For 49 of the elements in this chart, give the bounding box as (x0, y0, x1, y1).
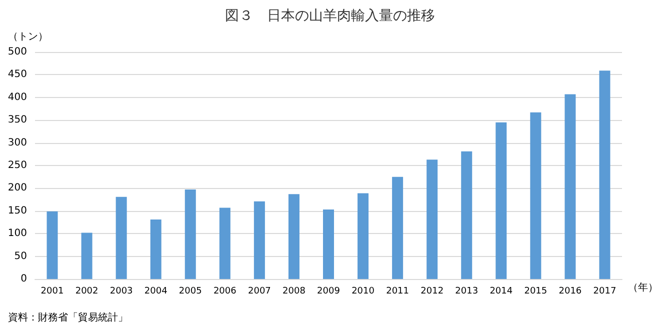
x-tick-label: 2012 (420, 286, 444, 296)
bar (46, 211, 58, 279)
bar (461, 151, 472, 279)
x-tick-label: 2004 (144, 286, 168, 296)
x-tick-label: 2006 (213, 286, 237, 296)
bar (116, 196, 127, 279)
x-tick-label: 2016 (558, 286, 582, 296)
bar (150, 220, 162, 279)
y-tick-label: 350 (8, 114, 27, 126)
y-tick-label: 50 (14, 250, 27, 262)
x-tick-label: 2017 (593, 286, 616, 296)
x-tick-label: 2010 (352, 286, 375, 296)
x-tick-label: 2013 (455, 286, 478, 296)
bar (564, 94, 576, 279)
y-tick-label: 0 (20, 274, 27, 284)
x-tick-label: 2002 (75, 286, 98, 296)
x-tick-label: 2007 (248, 286, 271, 296)
y-axis-title: （トン） (8, 32, 48, 42)
y-tick-label: 100 (8, 228, 27, 240)
y-tick-label: 400 (8, 92, 27, 103)
y-tick-label: 250 (8, 160, 27, 171)
bar (184, 190, 196, 279)
bar (599, 70, 610, 279)
x-tick-label: 2015 (524, 286, 548, 296)
y-tick-label: 500 (8, 46, 27, 58)
bar (81, 232, 92, 279)
x-tick-label: 2009 (317, 286, 340, 296)
bar (288, 194, 300, 279)
text: 資料：財務省「貿易統計」 (8, 312, 128, 324)
x-tick-label: 2014 (490, 286, 513, 296)
bar (323, 210, 334, 279)
bar (426, 160, 438, 279)
chart-title: 図３ 日本の山羊肉輸入量の推移 (225, 8, 435, 24)
y-tick-label: 200 (8, 182, 27, 194)
y-tick-label: 150 (8, 205, 27, 216)
bar (496, 122, 507, 279)
x-tick-label: 2001 (40, 286, 64, 296)
x-tick-label: 2003 (110, 286, 133, 296)
y-tick-label: 300 (8, 137, 27, 148)
y-tick-label: 450 (8, 69, 27, 80)
bar (358, 193, 369, 279)
bar (254, 201, 265, 279)
bar (530, 112, 542, 279)
bar (219, 208, 230, 279)
bar (392, 176, 404, 279)
x-tick-label: 2011 (386, 286, 410, 296)
x-axis-title: （年） (628, 282, 658, 294)
x-tick-label: 2005 (178, 286, 202, 296)
x-tick-label: 2008 (282, 286, 306, 296)
